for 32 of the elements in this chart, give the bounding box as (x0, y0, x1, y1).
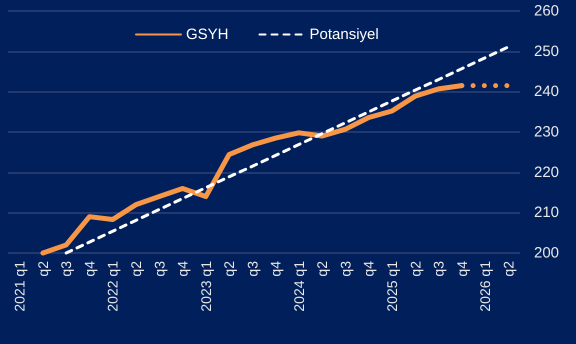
x-tick-label: 2026 q1 (477, 260, 494, 312)
legend-label: Potansiyel (310, 26, 379, 43)
x-tick-label: q4 (454, 260, 470, 277)
x-tick-label: 2021 q1 (12, 260, 28, 312)
x-tick-label: q3 (337, 260, 354, 277)
y-tick-label: 230 (534, 124, 560, 140)
y-tick-label: 200 (534, 244, 560, 262)
x-tick-label: 2025 q1 (384, 260, 400, 312)
y-tick-label: 240 (534, 83, 560, 100)
x-tick-label: 2024 q1 (290, 260, 307, 312)
x-tick-label: q2 (500, 260, 516, 277)
y-tick-label: 250 (534, 42, 560, 60)
x-tick-label: q4 (81, 260, 98, 277)
x-tick-label: q4 (360, 260, 377, 277)
x-tick-label: q3 (430, 260, 447, 277)
x-tick-label: q2 (314, 260, 330, 277)
x-tick-label: q3 (244, 260, 260, 277)
y-tick-label: 260 (534, 2, 560, 20)
x-tick-label: q3 (151, 260, 168, 277)
line-series (64, 45, 510, 254)
y-tick-label: 210 (534, 204, 560, 222)
x-tick-label: q2 (34, 260, 51, 277)
x-tick-label: 2023 q1 (198, 260, 214, 312)
y-tick-label: 220 (534, 164, 560, 181)
x-tick-label: 2022 q1 (104, 260, 121, 312)
x-tick-label: q4 (174, 260, 191, 277)
legend-label: GSYH (186, 26, 229, 43)
x-tick-label: q2 (128, 260, 144, 277)
x-tick-label: q4 (268, 260, 284, 277)
x-tick-label: q3 (58, 260, 74, 277)
x-tick-label: q2 (221, 260, 238, 277)
x-tick-label: q2 (407, 260, 424, 277)
